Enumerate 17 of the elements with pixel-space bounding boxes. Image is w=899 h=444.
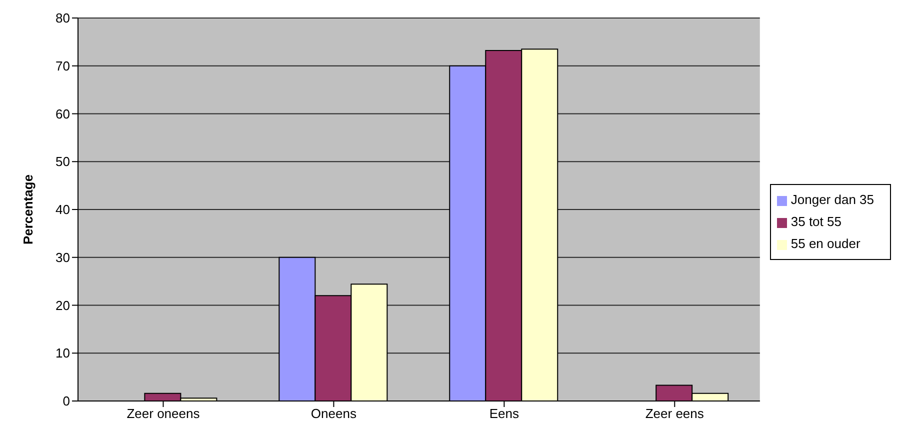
x-tick-label: Zeer eens: [645, 406, 704, 422]
x-tick-label: Eens: [489, 406, 520, 422]
legend-label: 35 tot 55: [790, 214, 842, 229]
y-tick-label: 70: [56, 58, 70, 74]
y-tick-label: 30: [56, 250, 70, 265]
y-tick-label: 80: [56, 10, 70, 26]
y-tick-label: 60: [56, 106, 70, 122]
y-tick-label: 40: [56, 202, 70, 218]
y-axis-title: Percentage: [20, 174, 36, 245]
legend-label: 55 en ouder: [790, 236, 860, 251]
y-tick-label: 0: [62, 394, 70, 409]
x-tick-label: Oneens: [310, 406, 357, 422]
legend-label: Jonger dan 35: [790, 192, 874, 207]
y-tick-label: 20: [56, 298, 70, 313]
x-tick-label: Zeer oneens: [126, 406, 200, 422]
y-tick-label: 10: [56, 346, 70, 361]
y-tick-label: 50: [56, 154, 70, 170]
